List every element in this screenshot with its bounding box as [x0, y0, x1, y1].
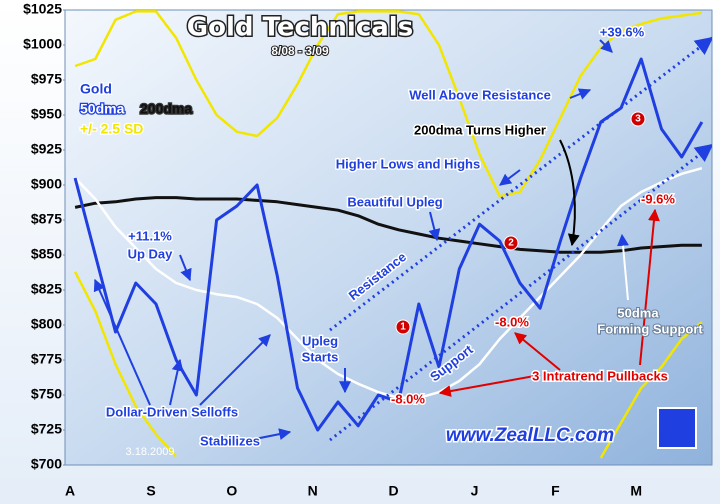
series-line [74, 10, 703, 198]
annotation-badge [503, 235, 519, 251]
annotation: Beautiful Upleg [347, 194, 442, 209]
annotation: Upleg [302, 333, 338, 348]
arrow [569, 88, 592, 100]
resistance-line [329, 36, 712, 332]
series-line [599, 321, 703, 459]
arrow [169, 358, 184, 406]
y-tick-label: $975 [31, 71, 62, 87]
annotation: 3 [635, 114, 641, 125]
y-tick-label: $825 [31, 281, 62, 297]
legend-label: 200dma [140, 101, 192, 117]
y-tick-label: $950 [31, 106, 62, 122]
annotation-badge [630, 111, 646, 127]
x-tick-label: J [471, 483, 479, 499]
annotation: 50dma [617, 305, 659, 320]
x-tick-label: O [226, 483, 237, 499]
y-tick-label: $900 [31, 176, 62, 192]
annotation-arrows [93, 39, 660, 441]
annotation: 200dma Turns Higher [414, 122, 546, 137]
y-tick-label: $925 [31, 141, 62, 157]
series-line [74, 196, 702, 254]
y-tick-label: $775 [31, 351, 62, 367]
x-tick-label: F [551, 483, 560, 499]
series-line [73, 271, 178, 458]
trend-channel [329, 36, 712, 442]
annotation: Higher Lows and Highs [336, 156, 480, 171]
arrow [617, 233, 629, 301]
annotation: -8.0% [495, 314, 529, 329]
logo [657, 407, 697, 449]
y-tick-label: $875 [31, 211, 62, 227]
annotation: 2 [508, 238, 514, 249]
arrow [499, 169, 521, 186]
annotation: 3 Intratrend Pullbacks [532, 368, 668, 383]
y-tick-label: $750 [31, 386, 62, 402]
annotation: www.ZealLLC.com [446, 425, 614, 446]
annotation: Dollar-Driven Selloffs [106, 404, 238, 419]
arrow [438, 374, 541, 397]
annotation: Well Above Resistance [409, 87, 551, 102]
annotation: 3.18.2009 [126, 446, 175, 458]
annotation-badge [395, 319, 411, 335]
arrow [93, 278, 151, 406]
y-tick-label: $1025 [23, 1, 62, 17]
x-tick-label: N [308, 483, 318, 499]
y-tick-label: $725 [31, 421, 62, 437]
y-tick-label: $1000 [23, 36, 62, 52]
arrow [428, 211, 441, 242]
annotation: +11.1% [128, 228, 172, 243]
x-tick-label: A [65, 483, 75, 499]
y-tick-label: $850 [31, 246, 62, 262]
y-tick-label: $700 [31, 456, 62, 472]
arrow [199, 334, 271, 406]
annotation: +39.6% [600, 24, 645, 39]
annotation: Up Day [128, 246, 174, 261]
arrow [639, 208, 660, 366]
annotation: -9.6% [641, 191, 675, 206]
annotation: 1 [400, 322, 406, 333]
legend-label: +/- 2.5 SD [80, 121, 143, 137]
chart-subtitle: 8/08 - 3/09 [271, 44, 329, 58]
annotation: Forming Support [597, 321, 703, 336]
arrow [249, 428, 292, 441]
x-tick-label: S [146, 483, 155, 499]
support-line [329, 143, 712, 442]
chart-title: Gold Technicals [187, 13, 413, 43]
annotation: Stabilizes [200, 433, 260, 448]
arrow [599, 39, 613, 53]
legend-label: 50dma [80, 101, 125, 117]
y-tick-label: $800 [31, 316, 62, 332]
legend-label: Gold [80, 81, 112, 97]
x-tick-label: M [630, 483, 642, 499]
arrow [179, 254, 192, 282]
x-tick-label: D [389, 483, 399, 499]
arrow [559, 139, 580, 247]
arrow [514, 332, 561, 371]
annotation: -8.0% [391, 391, 425, 406]
annotation: Starts [302, 349, 339, 364]
